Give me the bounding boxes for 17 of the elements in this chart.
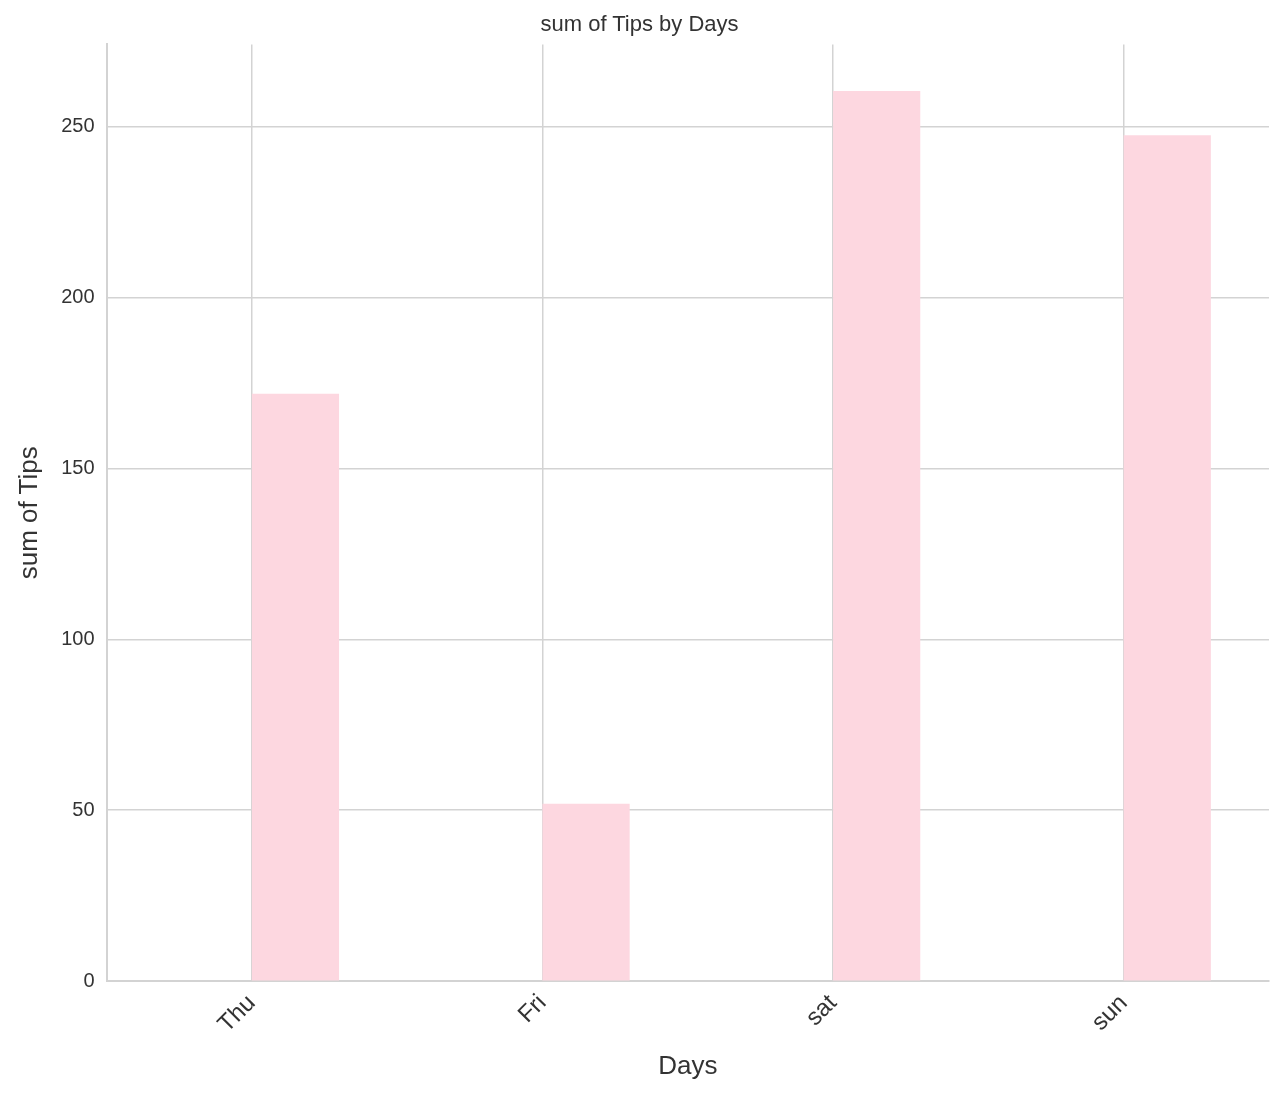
- x-tick-label: sat: [799, 988, 842, 1031]
- y-tick-label: 150: [61, 455, 95, 478]
- bar: [542, 803, 630, 981]
- y-tick-label: 200: [61, 284, 95, 307]
- bar: [833, 90, 921, 981]
- y-tick-label: 0: [83, 968, 95, 991]
- y-tick-label: 100: [61, 626, 95, 649]
- x-tick-label: Fri: [511, 988, 551, 1028]
- chart-title: sum of Tips by Days: [540, 11, 739, 37]
- bar: [1123, 135, 1211, 981]
- y-tick-label: 50: [72, 797, 95, 820]
- x-axis-title: Days: [658, 1049, 718, 1080]
- x-tick-label: Thu: [211, 988, 261, 1037]
- bar: [251, 393, 340, 981]
- y-tick-label: 250: [61, 113, 95, 136]
- y-axis-title: sum of Tips: [12, 446, 43, 580]
- x-tick-label: sun: [1085, 988, 1132, 1035]
